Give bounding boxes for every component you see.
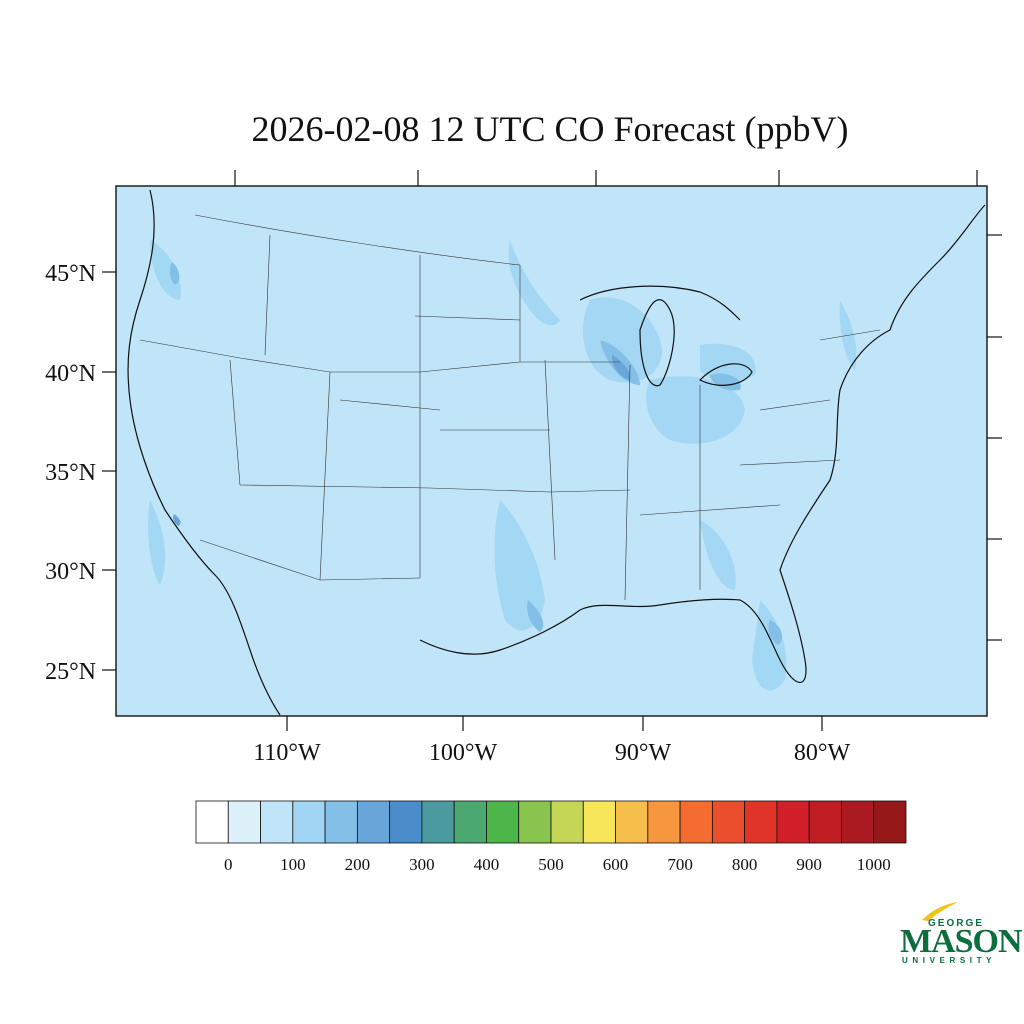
colorbar-swatch	[615, 800, 649, 844]
colorbar-label: 0	[224, 855, 233, 874]
colorbar-swatch	[356, 800, 391, 844]
colorbar-swatch	[421, 800, 455, 844]
colorbar-label: 700	[667, 855, 693, 874]
colorbar-swatch	[486, 800, 520, 844]
lat-label-25: 25°N	[45, 659, 96, 685]
colorbar-swatch	[711, 800, 746, 844]
lon-label-100w: 100°W	[429, 740, 498, 766]
map-frame	[115, 185, 988, 717]
gmu-logo: GEORGE MASON UNIVERSITY	[900, 900, 1023, 970]
map-title: 2026-02-08 12 UTC CO Forecast (ppbV)	[251, 109, 849, 149]
colorbar-swatch	[260, 800, 294, 844]
logo-mason: MASON	[900, 923, 1023, 960]
colorbar	[195, 800, 907, 844]
colorbar-swatch	[195, 800, 229, 844]
colorbar-swatch	[389, 800, 423, 844]
left-ticks	[102, 271, 116, 671]
map-background	[116, 186, 987, 716]
colorbar-swatch	[647, 800, 681, 844]
colorbar-swatch	[873, 800, 907, 844]
lon-label-110w: 110°W	[253, 740, 321, 766]
colorbar-labels: 0 100 200 300 400 500 600 700 800 900 1000	[224, 855, 891, 874]
logo-george: GEORGE	[928, 918, 984, 929]
lat-label-35: 35°N	[45, 460, 96, 486]
colorbar-swatch	[324, 800, 358, 844]
lon-label-80w: 80°W	[794, 740, 851, 766]
logo-swoosh-icon	[922, 902, 958, 921]
colorbar-swatch	[518, 800, 552, 844]
colorbar-swatch	[582, 800, 616, 844]
colorbar-label: 1000	[857, 855, 891, 874]
co-concentration-peak	[173, 355, 631, 526]
top-ticks	[234, 170, 978, 186]
coastlines	[127, 189, 986, 716]
lat-label-30: 30°N	[45, 559, 96, 585]
lat-label-45: 45°N	[45, 261, 96, 287]
right-ticks	[987, 234, 1002, 641]
colorbar-swatch	[292, 800, 326, 844]
colorbar-label: 300	[409, 855, 435, 874]
colorbar-swatch	[679, 800, 713, 844]
colorbar-label: 100	[280, 855, 306, 874]
lat-label-40: 40°N	[45, 361, 96, 387]
colorbar-swatch	[841, 800, 875, 844]
colorbar-label: 600	[603, 855, 629, 874]
colorbar-label: 800	[732, 855, 758, 874]
colorbar-swatch	[744, 800, 778, 844]
bottom-ticks	[286, 716, 823, 731]
colorbar-label: 400	[474, 855, 500, 874]
colorbar-swatch	[227, 800, 261, 844]
colorbar-swatch	[550, 800, 584, 844]
lon-label-90w: 90°W	[615, 740, 672, 766]
colorbar-label: 200	[345, 855, 371, 874]
logo-university: UNIVERSITY	[902, 956, 997, 965]
colorbar-swatch	[453, 800, 487, 844]
state-borders	[139, 214, 881, 601]
colorbar-label: 900	[796, 855, 822, 874]
colorbar-label: 500	[538, 855, 564, 874]
colorbar-swatch	[776, 800, 810, 844]
colorbar-swatch	[808, 800, 842, 844]
